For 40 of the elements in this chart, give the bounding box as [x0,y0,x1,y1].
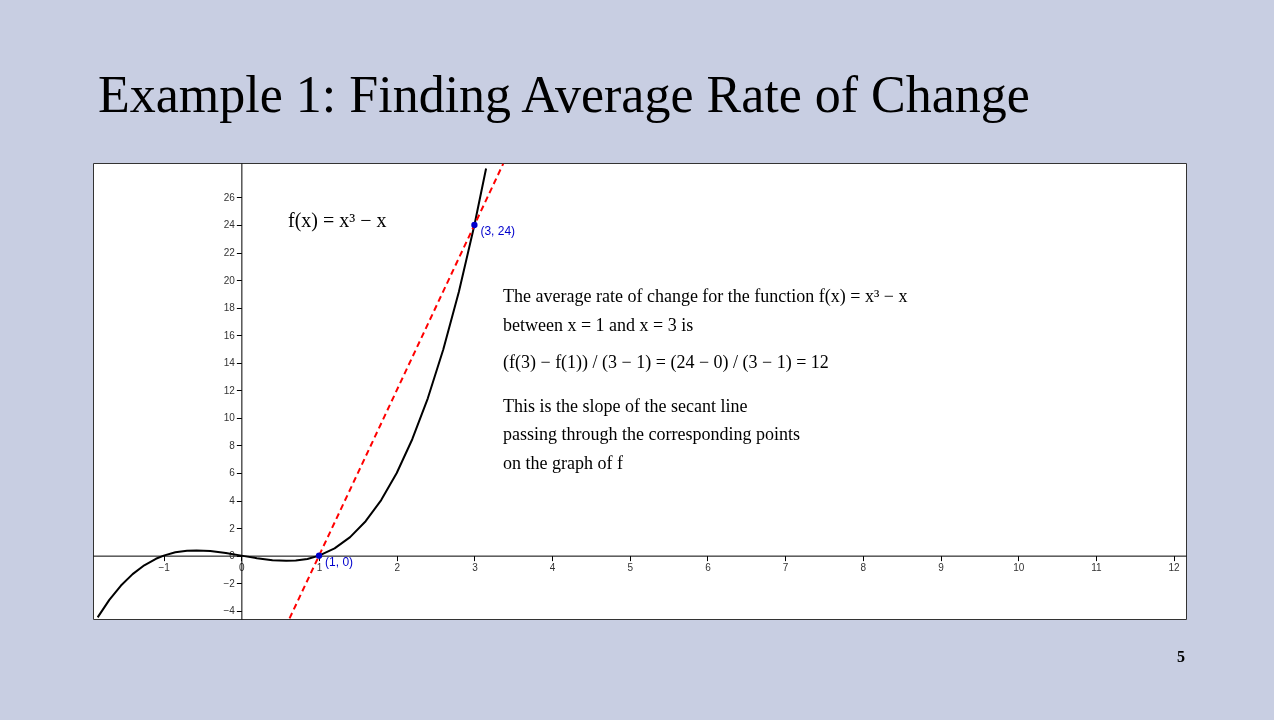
x-tick-label: 4 [549,562,556,574]
x-tick-label: 7 [782,562,789,574]
x-tick-label: 6 [705,562,712,574]
y-tick-label: −2 [223,577,236,589]
y-tick-label: −4 [223,605,236,617]
annotation: passing through the corresponding points [503,424,800,444]
annotation: The average rate of change for the function f(x) = x³ − x [503,286,908,307]
x-tick-label: 8 [860,562,867,574]
y-tick-label: 6 [229,467,236,479]
annotation: This is the slope of the secant line [503,396,748,416]
x-tick-label: 5 [627,562,634,574]
y-tick-label: 18 [223,302,236,314]
x-tick-label: 2 [394,562,401,574]
annotation: (f(3) − f(1)) / (3 − 1) = (24 − 0) / (3 − 1) = 12 [503,352,829,373]
x-tick-label: −1 [158,562,171,574]
x-tick-label: 10 [1013,562,1025,574]
y-tick-label: 4 [229,495,236,507]
annotation: f(x) = x³ − x [288,209,387,232]
data-label: (1, 0) [325,554,354,569]
y-tick-label: 14 [223,357,236,369]
x-tick-label: 11 [1091,562,1103,574]
y-tick-label: 8 [229,439,236,451]
y-tick-label: 10 [223,412,236,424]
x-tick-label: 0 [239,562,246,574]
x-tick-label: 12 [1168,562,1181,574]
annotation: between x = 1 and x = 3 is [503,315,694,335]
y-tick-label: 12 [223,384,236,396]
annotation: on the graph of f [503,453,623,473]
x-tick-label: 9 [938,562,945,574]
data-label: (3, 24) [480,223,516,238]
y-tick-label: 24 [223,219,236,231]
x-tick-label: 1 [316,562,323,574]
y-tick-label: 22 [223,247,236,259]
y-tick-label: 2 [229,522,236,534]
y-tick-label: 20 [223,274,236,286]
text: 5 [1177,648,1185,665]
y-tick-label: 26 [223,191,236,203]
chart-title: Example 1: Finding Average Rate of Change [98,66,1030,123]
x-tick-label: 3 [472,562,479,574]
y-tick-label: 16 [223,329,236,341]
